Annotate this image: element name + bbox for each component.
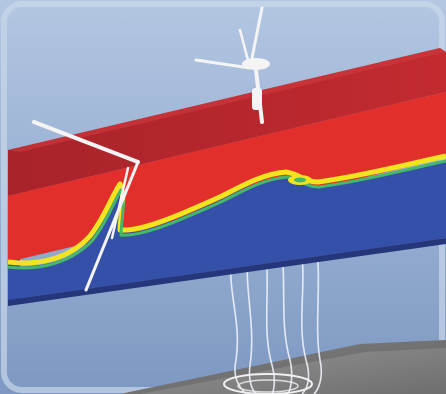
- slab-top-highlight: [8, 48, 446, 152]
- streamlines: [229, 239, 323, 394]
- slab-top-face: [8, 48, 446, 196]
- upstream-turbine: [32, 120, 140, 292]
- tower-base-ring-inner: [237, 379, 299, 393]
- ground-edge: [120, 340, 446, 394]
- shear-layer-green: [7, 159, 446, 270]
- shear-layer-yellow: [7, 153, 446, 266]
- vortex-blob-core: [294, 177, 306, 183]
- tower-base-ring: [223, 373, 313, 394]
- downstream-turbine: [194, 6, 270, 124]
- slab-bottom-edge: [8, 238, 446, 306]
